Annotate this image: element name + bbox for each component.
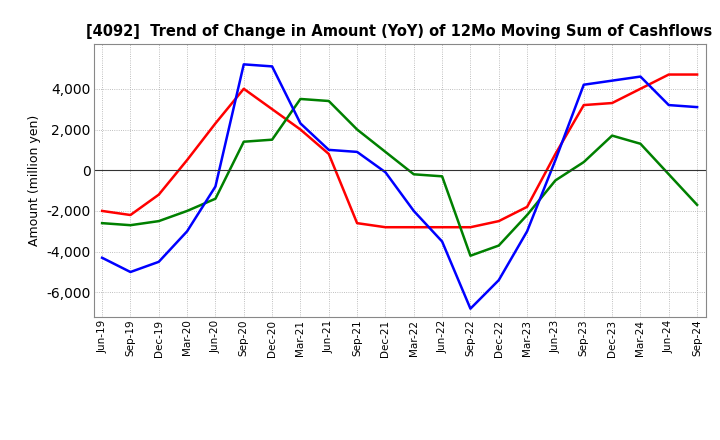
Free Cashflow	[608, 78, 616, 83]
Investing Cashflow	[551, 178, 559, 183]
Operating Cashflow	[466, 224, 474, 230]
Operating Cashflow	[495, 219, 503, 224]
Operating Cashflow	[693, 72, 701, 77]
Investing Cashflow	[495, 243, 503, 248]
Investing Cashflow	[636, 141, 644, 147]
Operating Cashflow	[325, 151, 333, 157]
Operating Cashflow	[551, 151, 559, 157]
Operating Cashflow	[211, 121, 220, 126]
Operating Cashflow	[240, 86, 248, 92]
Investing Cashflow	[183, 208, 192, 213]
Operating Cashflow	[296, 127, 305, 132]
Operating Cashflow	[126, 213, 135, 218]
Investing Cashflow	[580, 159, 588, 165]
Investing Cashflow	[438, 174, 446, 179]
Free Cashflow	[495, 278, 503, 283]
Free Cashflow	[693, 104, 701, 110]
Investing Cashflow	[410, 172, 418, 177]
Free Cashflow	[580, 82, 588, 88]
Line: Free Cashflow: Free Cashflow	[102, 64, 697, 308]
Free Cashflow	[410, 208, 418, 213]
Investing Cashflow	[325, 99, 333, 104]
Free Cashflow	[240, 62, 248, 67]
Free Cashflow	[665, 103, 673, 108]
Investing Cashflow	[466, 253, 474, 258]
Free Cashflow	[325, 147, 333, 153]
Operating Cashflow	[438, 224, 446, 230]
Operating Cashflow	[98, 208, 107, 213]
Free Cashflow	[126, 269, 135, 275]
Investing Cashflow	[381, 149, 390, 154]
Operating Cashflow	[580, 103, 588, 108]
Investing Cashflow	[268, 137, 276, 142]
Investing Cashflow	[296, 96, 305, 102]
Investing Cashflow	[240, 139, 248, 144]
Investing Cashflow	[155, 219, 163, 224]
Operating Cashflow	[268, 106, 276, 112]
Title: [4092]  Trend of Change in Amount (YoY) of 12Mo Moving Sum of Cashflows: [4092] Trend of Change in Amount (YoY) o…	[86, 24, 713, 39]
Investing Cashflow	[353, 127, 361, 132]
Investing Cashflow	[608, 133, 616, 138]
Free Cashflow	[523, 229, 531, 234]
Operating Cashflow	[155, 192, 163, 197]
Free Cashflow	[211, 184, 220, 189]
Free Cashflow	[296, 121, 305, 126]
Free Cashflow	[155, 259, 163, 264]
Free Cashflow	[551, 158, 559, 163]
Line: Investing Cashflow: Investing Cashflow	[102, 99, 697, 256]
Operating Cashflow	[636, 86, 644, 92]
Operating Cashflow	[410, 224, 418, 230]
Free Cashflow	[268, 64, 276, 69]
Operating Cashflow	[381, 224, 390, 230]
Investing Cashflow	[693, 202, 701, 208]
Operating Cashflow	[665, 72, 673, 77]
Free Cashflow	[636, 74, 644, 79]
Investing Cashflow	[98, 220, 107, 226]
Free Cashflow	[381, 169, 390, 175]
Free Cashflow	[466, 306, 474, 311]
Investing Cashflow	[523, 213, 531, 218]
Line: Operating Cashflow: Operating Cashflow	[102, 74, 697, 227]
Operating Cashflow	[523, 204, 531, 209]
Free Cashflow	[98, 255, 107, 260]
Investing Cashflow	[126, 223, 135, 228]
Operating Cashflow	[183, 158, 192, 163]
Investing Cashflow	[211, 196, 220, 202]
Free Cashflow	[438, 239, 446, 244]
Operating Cashflow	[608, 100, 616, 106]
Investing Cashflow	[665, 172, 673, 177]
Operating Cashflow	[353, 220, 361, 226]
Y-axis label: Amount (million yen): Amount (million yen)	[28, 115, 41, 246]
Free Cashflow	[183, 229, 192, 234]
Free Cashflow	[353, 149, 361, 154]
